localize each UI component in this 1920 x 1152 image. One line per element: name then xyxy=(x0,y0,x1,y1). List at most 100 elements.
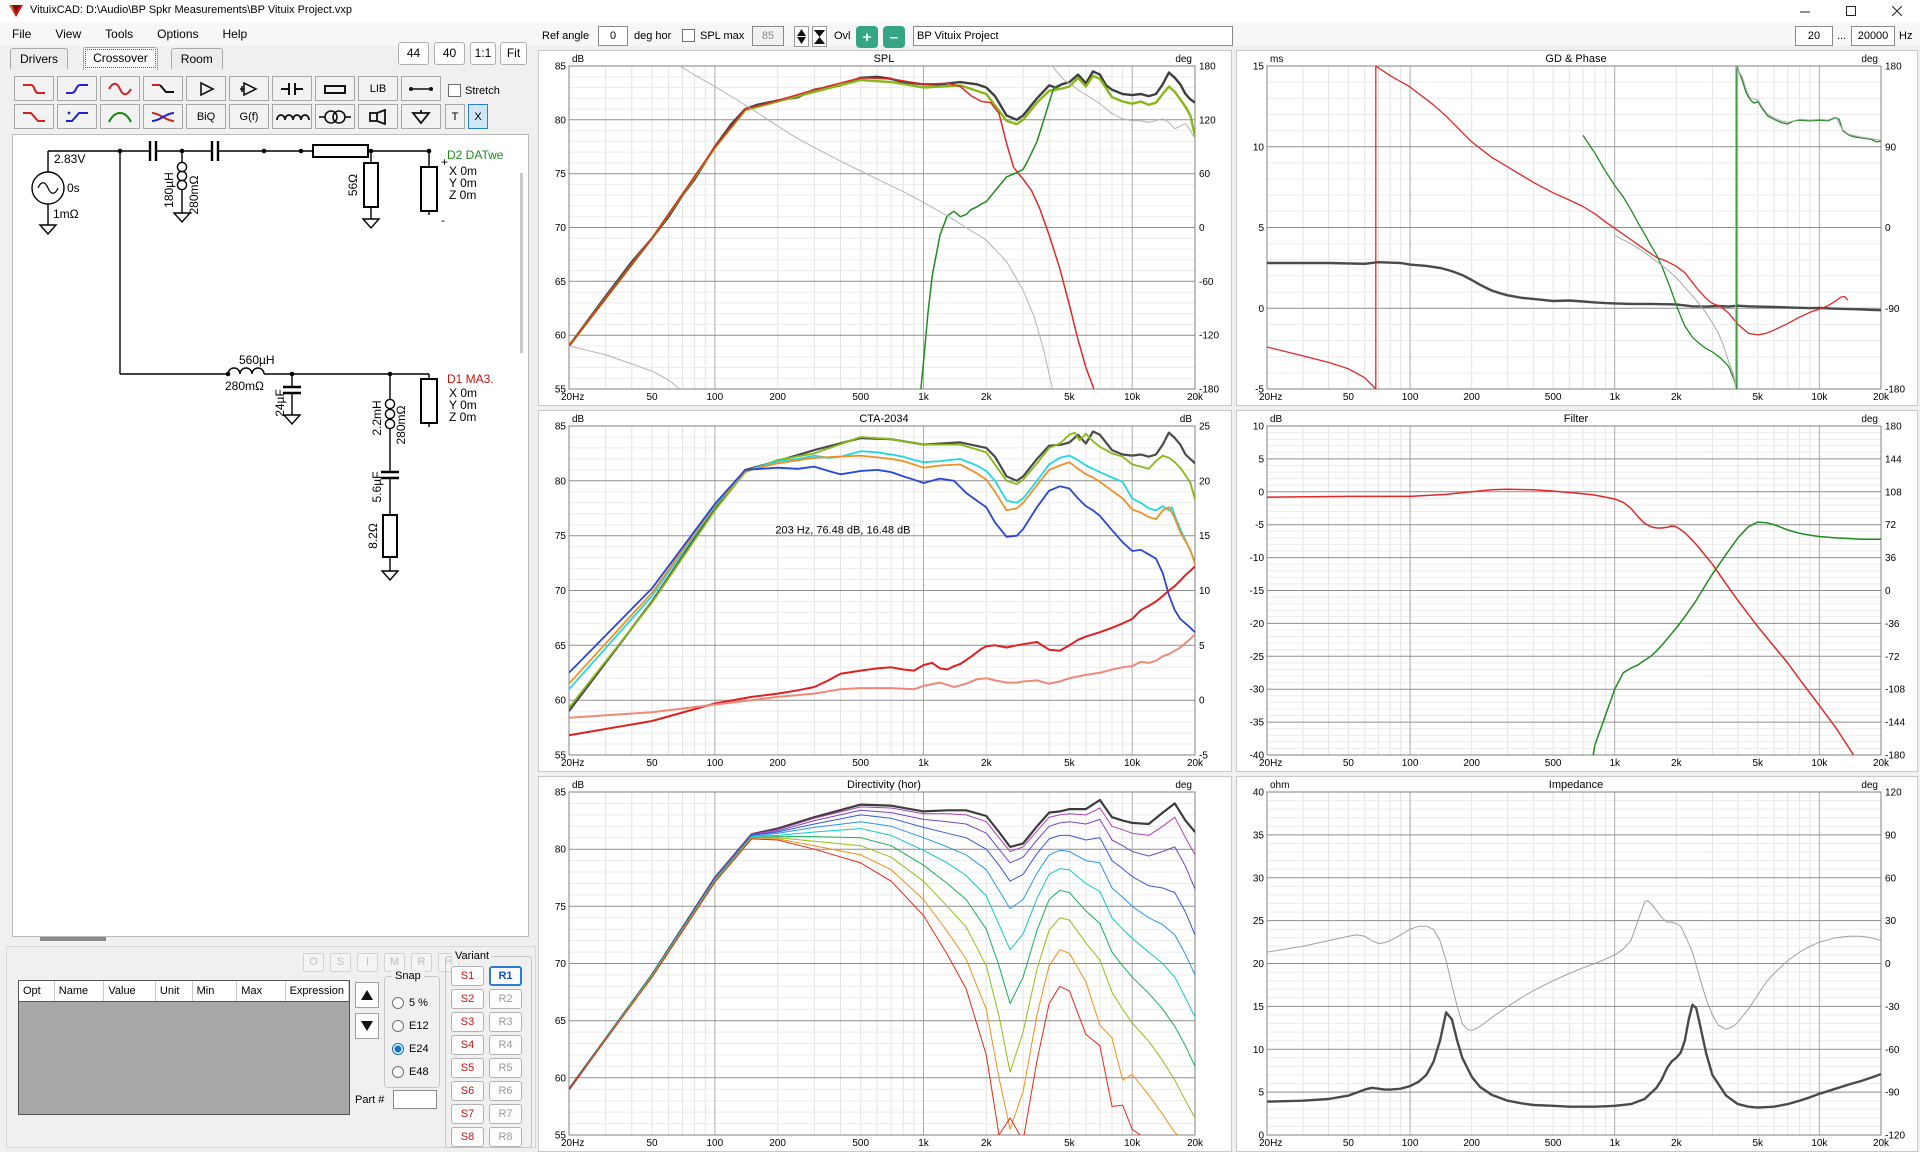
tab-crossover[interactable]: Crossover xyxy=(83,47,158,70)
x-button[interactable]: X xyxy=(468,104,488,129)
freq-min-input[interactable] xyxy=(1795,26,1833,46)
optimizer-button-o[interactable]: O xyxy=(303,953,324,972)
t-button[interactable]: T xyxy=(445,104,465,129)
chart-cta2034[interactable]: CTA-2034dBdB55606570758085-5051015202520… xyxy=(538,410,1232,772)
toolbar-transformer-button[interactable] xyxy=(315,104,355,129)
radio-icon[interactable] xyxy=(392,997,404,1009)
toolbar-lowpass-passive-button[interactable] xyxy=(14,104,54,129)
snap-option-5%[interactable]: 5 % xyxy=(392,997,428,1009)
variant-r8-button[interactable]: R8 xyxy=(489,1127,522,1147)
toolbar-allpass-button[interactable] xyxy=(100,76,140,101)
variant-r7-button[interactable]: R7 xyxy=(489,1104,522,1124)
maximize-button[interactable] xyxy=(1828,0,1874,22)
toolbar-highpass-active-button[interactable] xyxy=(57,76,97,101)
optimizer-button-s[interactable]: S xyxy=(330,953,351,972)
toolbar-wire-button[interactable] xyxy=(401,76,441,101)
chart-impedance[interactable]: Impedanceohmdeg0510152025303540-120-90-6… xyxy=(1236,776,1918,1152)
variant-r6-button[interactable]: R6 xyxy=(489,1081,522,1101)
view-button-40[interactable]: 40 xyxy=(434,42,465,65)
toolbar-speaker-button[interactable] xyxy=(358,104,398,129)
toolbar-resistor-button[interactable] xyxy=(315,76,355,101)
variant-r2-button[interactable]: R2 xyxy=(489,989,522,1009)
spl-max-input[interactable] xyxy=(752,26,784,46)
snap-option-e24[interactable]: E24 xyxy=(392,1043,429,1055)
menu-tools[interactable]: Tools xyxy=(93,22,145,46)
column-header-min[interactable]: Min xyxy=(192,981,237,1002)
chart-directivity[interactable]: Directivity (hor)dBdeg5560657075808520Hz… xyxy=(538,776,1232,1152)
minimize-button[interactable] xyxy=(1782,0,1828,22)
menu-file[interactable]: File xyxy=(0,22,43,46)
toolbar-transfer-button[interactable]: G(f) xyxy=(229,104,269,129)
column-header-opt[interactable]: Opt xyxy=(19,981,54,1002)
toolbar-bandpass-button[interactable] xyxy=(100,104,140,129)
toolbar-shelf-button[interactable] xyxy=(143,76,183,101)
splitter-handle[interactable] xyxy=(40,937,106,941)
stretch-checkbox[interactable] xyxy=(448,84,461,97)
variant-s7-button[interactable]: S7 xyxy=(451,1104,484,1124)
svg-text:5k: 5k xyxy=(1064,758,1076,769)
optimizer-table[interactable]: OptNameValueUnitMinMaxExpression xyxy=(18,980,350,1115)
radio-icon[interactable] xyxy=(392,1020,404,1032)
close-button[interactable] xyxy=(1874,0,1920,22)
menu-view[interactable]: View xyxy=(43,22,93,46)
column-header-name[interactable]: Name xyxy=(54,981,104,1002)
variant-s6-button[interactable]: S6 xyxy=(451,1081,484,1101)
toolbar-inductor-button[interactable] xyxy=(272,104,312,129)
toolbar-highpass-passive-button[interactable] xyxy=(57,104,97,129)
variant-s5-button[interactable]: S5 xyxy=(451,1058,484,1078)
column-header-value[interactable]: Value xyxy=(104,981,156,1002)
svg-text:dB: dB xyxy=(572,780,585,791)
tab-room[interactable]: Room xyxy=(171,48,223,69)
ref-angle-input[interactable] xyxy=(598,26,628,46)
project-name-input[interactable] xyxy=(913,26,1233,46)
overlay-remove-button[interactable]: – xyxy=(883,26,905,48)
snap-option-e48[interactable]: E48 xyxy=(392,1066,429,1078)
toolbar-biquad-button[interactable]: BiQ xyxy=(186,104,226,129)
variant-s2-button[interactable]: S2 xyxy=(451,989,484,1009)
overlay-add-button[interactable]: + xyxy=(856,26,878,48)
stretch-option[interactable]: Stretch xyxy=(448,84,500,97)
variant-r4-button[interactable]: R4 xyxy=(489,1035,522,1055)
toolbar-buffer-button[interactable] xyxy=(186,76,226,101)
view-button-1-1[interactable]: 1:1 xyxy=(470,42,496,65)
toolbar-crossover-button[interactable] xyxy=(143,104,183,129)
svg-text:dB: dB xyxy=(1270,414,1283,425)
chart-filter[interactable]: FilterdBdeg-40-35-30-25-20-15-10-50510-1… xyxy=(1236,410,1918,772)
crossover-schematic-canvas[interactable]: 2.83V 0s 1mΩ 180µH 280mΩ 56Ω + - D2 DATw… xyxy=(12,134,529,937)
tab-drivers[interactable]: Drivers xyxy=(10,48,68,69)
chart-gd-phase[interactable]: GD & Phasemsdeg-5051015-180-9009018020Hz… xyxy=(1236,50,1918,406)
toolbar-capacitor-button[interactable] xyxy=(272,76,312,101)
view-button-fit[interactable]: Fit xyxy=(500,42,527,65)
axis-fit-button[interactable] xyxy=(812,26,827,47)
toolbar-opamp-button[interactable] xyxy=(229,76,269,101)
toolbar-ground-button[interactable] xyxy=(401,104,441,129)
radio-icon[interactable] xyxy=(392,1043,404,1055)
menu-help[interactable]: Help xyxy=(211,22,260,46)
optimizer-button-i[interactable]: I xyxy=(357,953,378,972)
view-button-44[interactable]: 44 xyxy=(398,42,429,65)
freq-max-input[interactable] xyxy=(1851,26,1895,46)
axis-spinner-button[interactable] xyxy=(794,26,809,47)
move-down-button[interactable] xyxy=(355,1013,379,1039)
snap-option-e12[interactable]: E12 xyxy=(392,1020,429,1032)
variant-s4-button[interactable]: S4 xyxy=(451,1035,484,1055)
toolbar-lib-button[interactable]: LIB xyxy=(358,76,398,101)
column-header-max[interactable]: Max xyxy=(237,981,285,1002)
variant-r1-button[interactable]: R1 xyxy=(489,966,522,986)
chart-spl[interactable]: SPLdBdeg55606570758085-180-120-600601201… xyxy=(538,50,1232,406)
schematic-scrollbar[interactable] xyxy=(520,173,523,353)
variant-r5-button[interactable]: R5 xyxy=(489,1058,522,1078)
move-up-button[interactable] xyxy=(355,982,379,1008)
column-header-expression[interactable]: Expression xyxy=(285,981,348,1002)
radio-icon[interactable] xyxy=(392,1066,404,1078)
variant-s3-button[interactable]: S3 xyxy=(451,1012,484,1032)
variant-s1-button[interactable]: S1 xyxy=(451,966,484,986)
variant-r3-button[interactable]: R3 xyxy=(489,1012,522,1032)
column-header-unit[interactable]: Unit xyxy=(155,981,192,1002)
menu-options[interactable]: Options xyxy=(145,22,210,46)
variant-s8-button[interactable]: S8 xyxy=(451,1127,484,1147)
toolbar-lowpass-active-button[interactable] xyxy=(14,76,54,101)
svg-text:85: 85 xyxy=(555,422,567,433)
part-number-input[interactable] xyxy=(393,1090,437,1109)
spl-max-checkbox[interactable] xyxy=(682,29,695,42)
